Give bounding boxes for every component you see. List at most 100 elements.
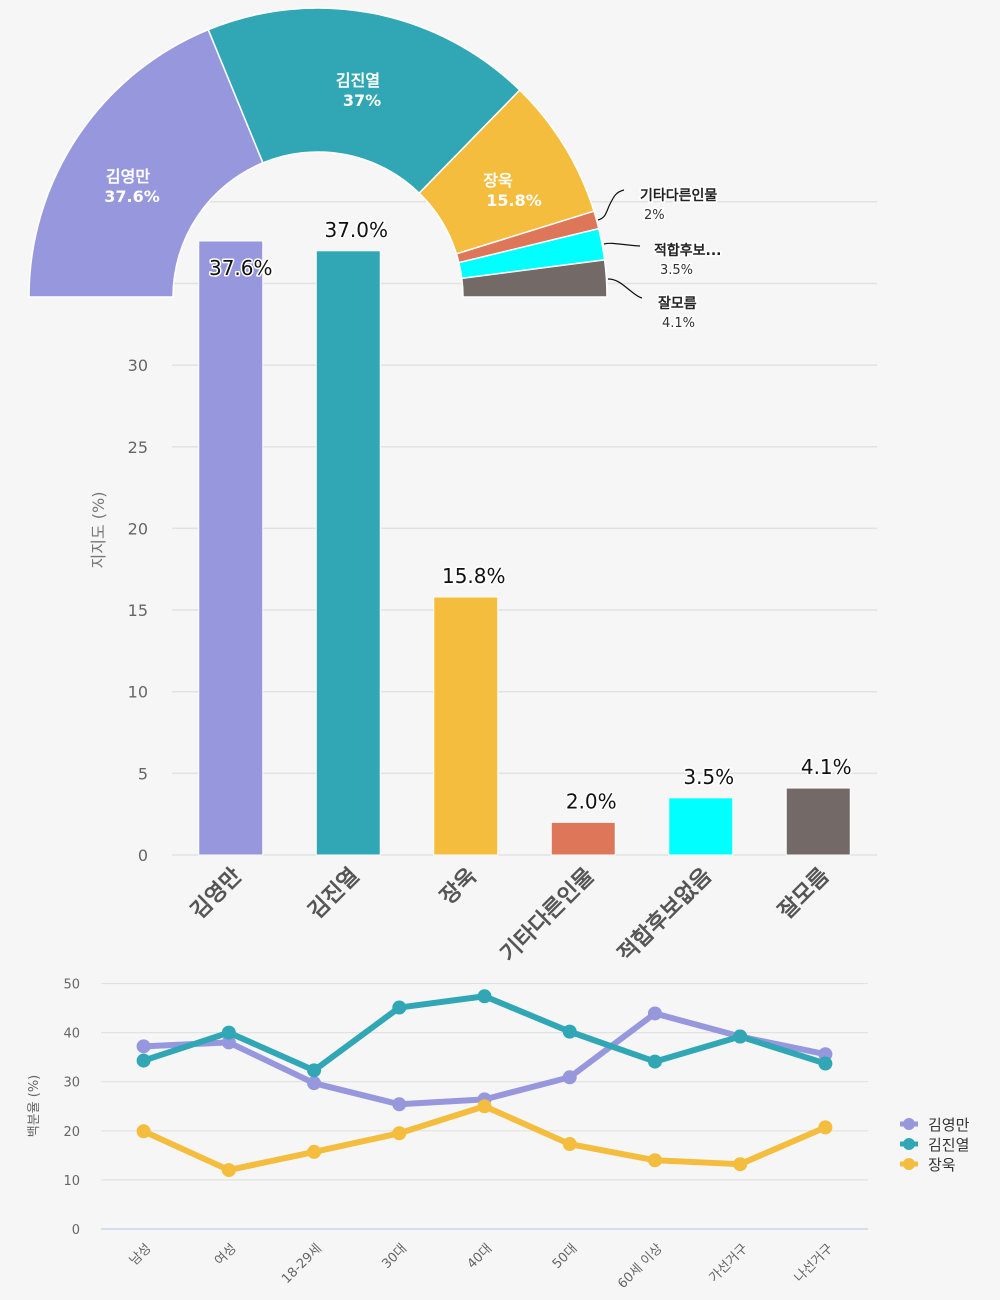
line-point <box>307 1076 322 1091</box>
line-x-tick-label: 40대 <box>465 1241 496 1272</box>
line-series-path <box>140 1103 829 1174</box>
line-point <box>733 1029 748 1044</box>
bar-x-axis-labels: 김영만 김진열 장욱 기타다른인물 적합후보없음 잘모름 <box>186 863 834 967</box>
pie-slice <box>207 7 521 195</box>
line-point <box>392 1126 407 1141</box>
pie-outside-label-value: 3.5% <box>660 263 693 278</box>
line-point <box>647 1006 662 1021</box>
legend-marker-icon <box>903 1158 915 1170</box>
pie-inside-label-name: 장욱 <box>483 171 513 190</box>
line-point <box>562 1024 577 1039</box>
bar-x-tick-label: 김진열 <box>304 864 365 925</box>
legend-label: 장욱 <box>928 1156 956 1174</box>
bar-y-tick-label: 25 <box>128 438 148 457</box>
line-y-tick-label: 30 <box>63 1076 80 1091</box>
bar <box>198 240 264 856</box>
legend-marker-icon <box>903 1138 915 1150</box>
line-x-axis-labels: 남성 여성 18-29세 30대 40대 50대 60세 이상 가선거구 나선거구 <box>127 1241 836 1292</box>
legend-item[interactable]: 김영만 <box>900 1116 970 1134</box>
line-point <box>818 1120 833 1135</box>
line-point <box>221 1035 236 1050</box>
bar-data-label: 4.1% <box>801 755 852 779</box>
line-x-tick-label: 50대 <box>550 1241 581 1272</box>
pie-slice <box>460 259 608 298</box>
bar-data-labels: 37.6% 37.0% 15.8% 2.0% 3.5% 4.1% <box>207 216 853 815</box>
bar-y-axis-ticks: 0 5 10 15 20 25 30 <box>128 356 148 865</box>
bar-y-tick-label: 0 <box>138 846 148 865</box>
line-point <box>477 1099 492 1114</box>
legend-label: 김진열 <box>928 1136 969 1154</box>
line-x-tick-label: 가선거구 <box>707 1241 751 1285</box>
bar-x-tick-label: 잘모름 <box>774 864 835 925</box>
line-point <box>818 1047 833 1062</box>
bar-series <box>198 240 851 856</box>
bar-y-tick-label: 30 <box>128 356 148 375</box>
pie-inside-label-value: 37.6% <box>104 187 160 206</box>
line-gridlines <box>101 982 868 1230</box>
bar-data-label: 37.6% <box>209 256 273 280</box>
pie-inside-label-name: 김진열 <box>336 71 380 90</box>
line-point <box>733 1157 748 1172</box>
line-point <box>392 1000 407 1015</box>
pie-inside-label-value: 15.8% <box>486 191 542 210</box>
legend-item[interactable]: 김진열 <box>900 1136 969 1154</box>
line-series-path <box>140 993 829 1074</box>
line-x-tick-label: 여성 <box>212 1241 240 1269</box>
bar-y-axis-title: 지지도 (%) <box>89 492 108 569</box>
line-point <box>221 1025 236 1040</box>
bar <box>433 596 499 856</box>
pie-outside-label-name: 적합후보... <box>654 242 721 259</box>
line-y-tick-label: 40 <box>63 1027 80 1042</box>
line-y-tick-label: 10 <box>63 1174 80 1189</box>
bar <box>785 787 851 856</box>
bar <box>550 821 616 856</box>
pie-slice <box>28 28 264 298</box>
line-series-path <box>140 1010 829 1108</box>
bar-y-tick-label: 5 <box>138 764 148 783</box>
bar-data-label: 3.5% <box>683 765 734 789</box>
line-x-tick-label: 30대 <box>379 1241 410 1272</box>
pie-label-connector <box>603 242 641 247</box>
pie-outside-label-value: 4.1% <box>662 316 695 331</box>
line-x-tick-label: 남성 <box>127 1241 155 1269</box>
line-point <box>392 1097 407 1112</box>
line-x-tick-label: 나선거구 <box>792 1241 836 1285</box>
bar-x-tick-label: 김영만 <box>186 864 247 925</box>
line-x-tick-label: 18-29세 <box>279 1241 325 1287</box>
pie-outside-label-name: 기타다른인물 <box>640 187 717 204</box>
line-point <box>647 1054 662 1069</box>
pie-slices <box>28 7 608 298</box>
line-point <box>136 1053 151 1068</box>
line-point <box>562 1070 577 1085</box>
line-point <box>733 1029 748 1044</box>
line-point <box>136 1124 151 1139</box>
bar-data-label: 15.8% <box>442 564 506 588</box>
bar-y-tick-label: 15 <box>128 601 148 620</box>
line-series <box>136 989 833 1178</box>
bar <box>315 250 381 856</box>
line-point <box>477 1092 492 1107</box>
pie-label-connector <box>597 189 625 221</box>
legend-label: 김영만 <box>928 1116 970 1134</box>
bar <box>668 797 734 856</box>
bar-x-tick-label: 장욱 <box>436 864 482 910</box>
legend-item[interactable]: 장욱 <box>900 1156 956 1174</box>
line-point <box>818 1056 833 1071</box>
pie-outside-label-name: 잘모름 <box>658 296 697 312</box>
line-point <box>477 989 492 1004</box>
line-y-tick-label: 0 <box>72 1223 80 1238</box>
line-y-tick-label: 20 <box>63 1125 80 1140</box>
line-point <box>307 1144 322 1159</box>
legend-marker-icon <box>903 1118 915 1130</box>
bar-y-tick-label: 10 <box>128 683 148 702</box>
bar-x-tick-label: 기타다른인물 <box>496 864 600 968</box>
pie-outside-labels: 기타다른인물 2% 적합후보... 3.5% 잘모름 4.1% <box>597 186 723 333</box>
pie-inside-label-value: 37% <box>343 91 381 110</box>
line-point <box>221 1163 236 1178</box>
line-point <box>647 1153 662 1168</box>
line-point <box>307 1063 322 1078</box>
